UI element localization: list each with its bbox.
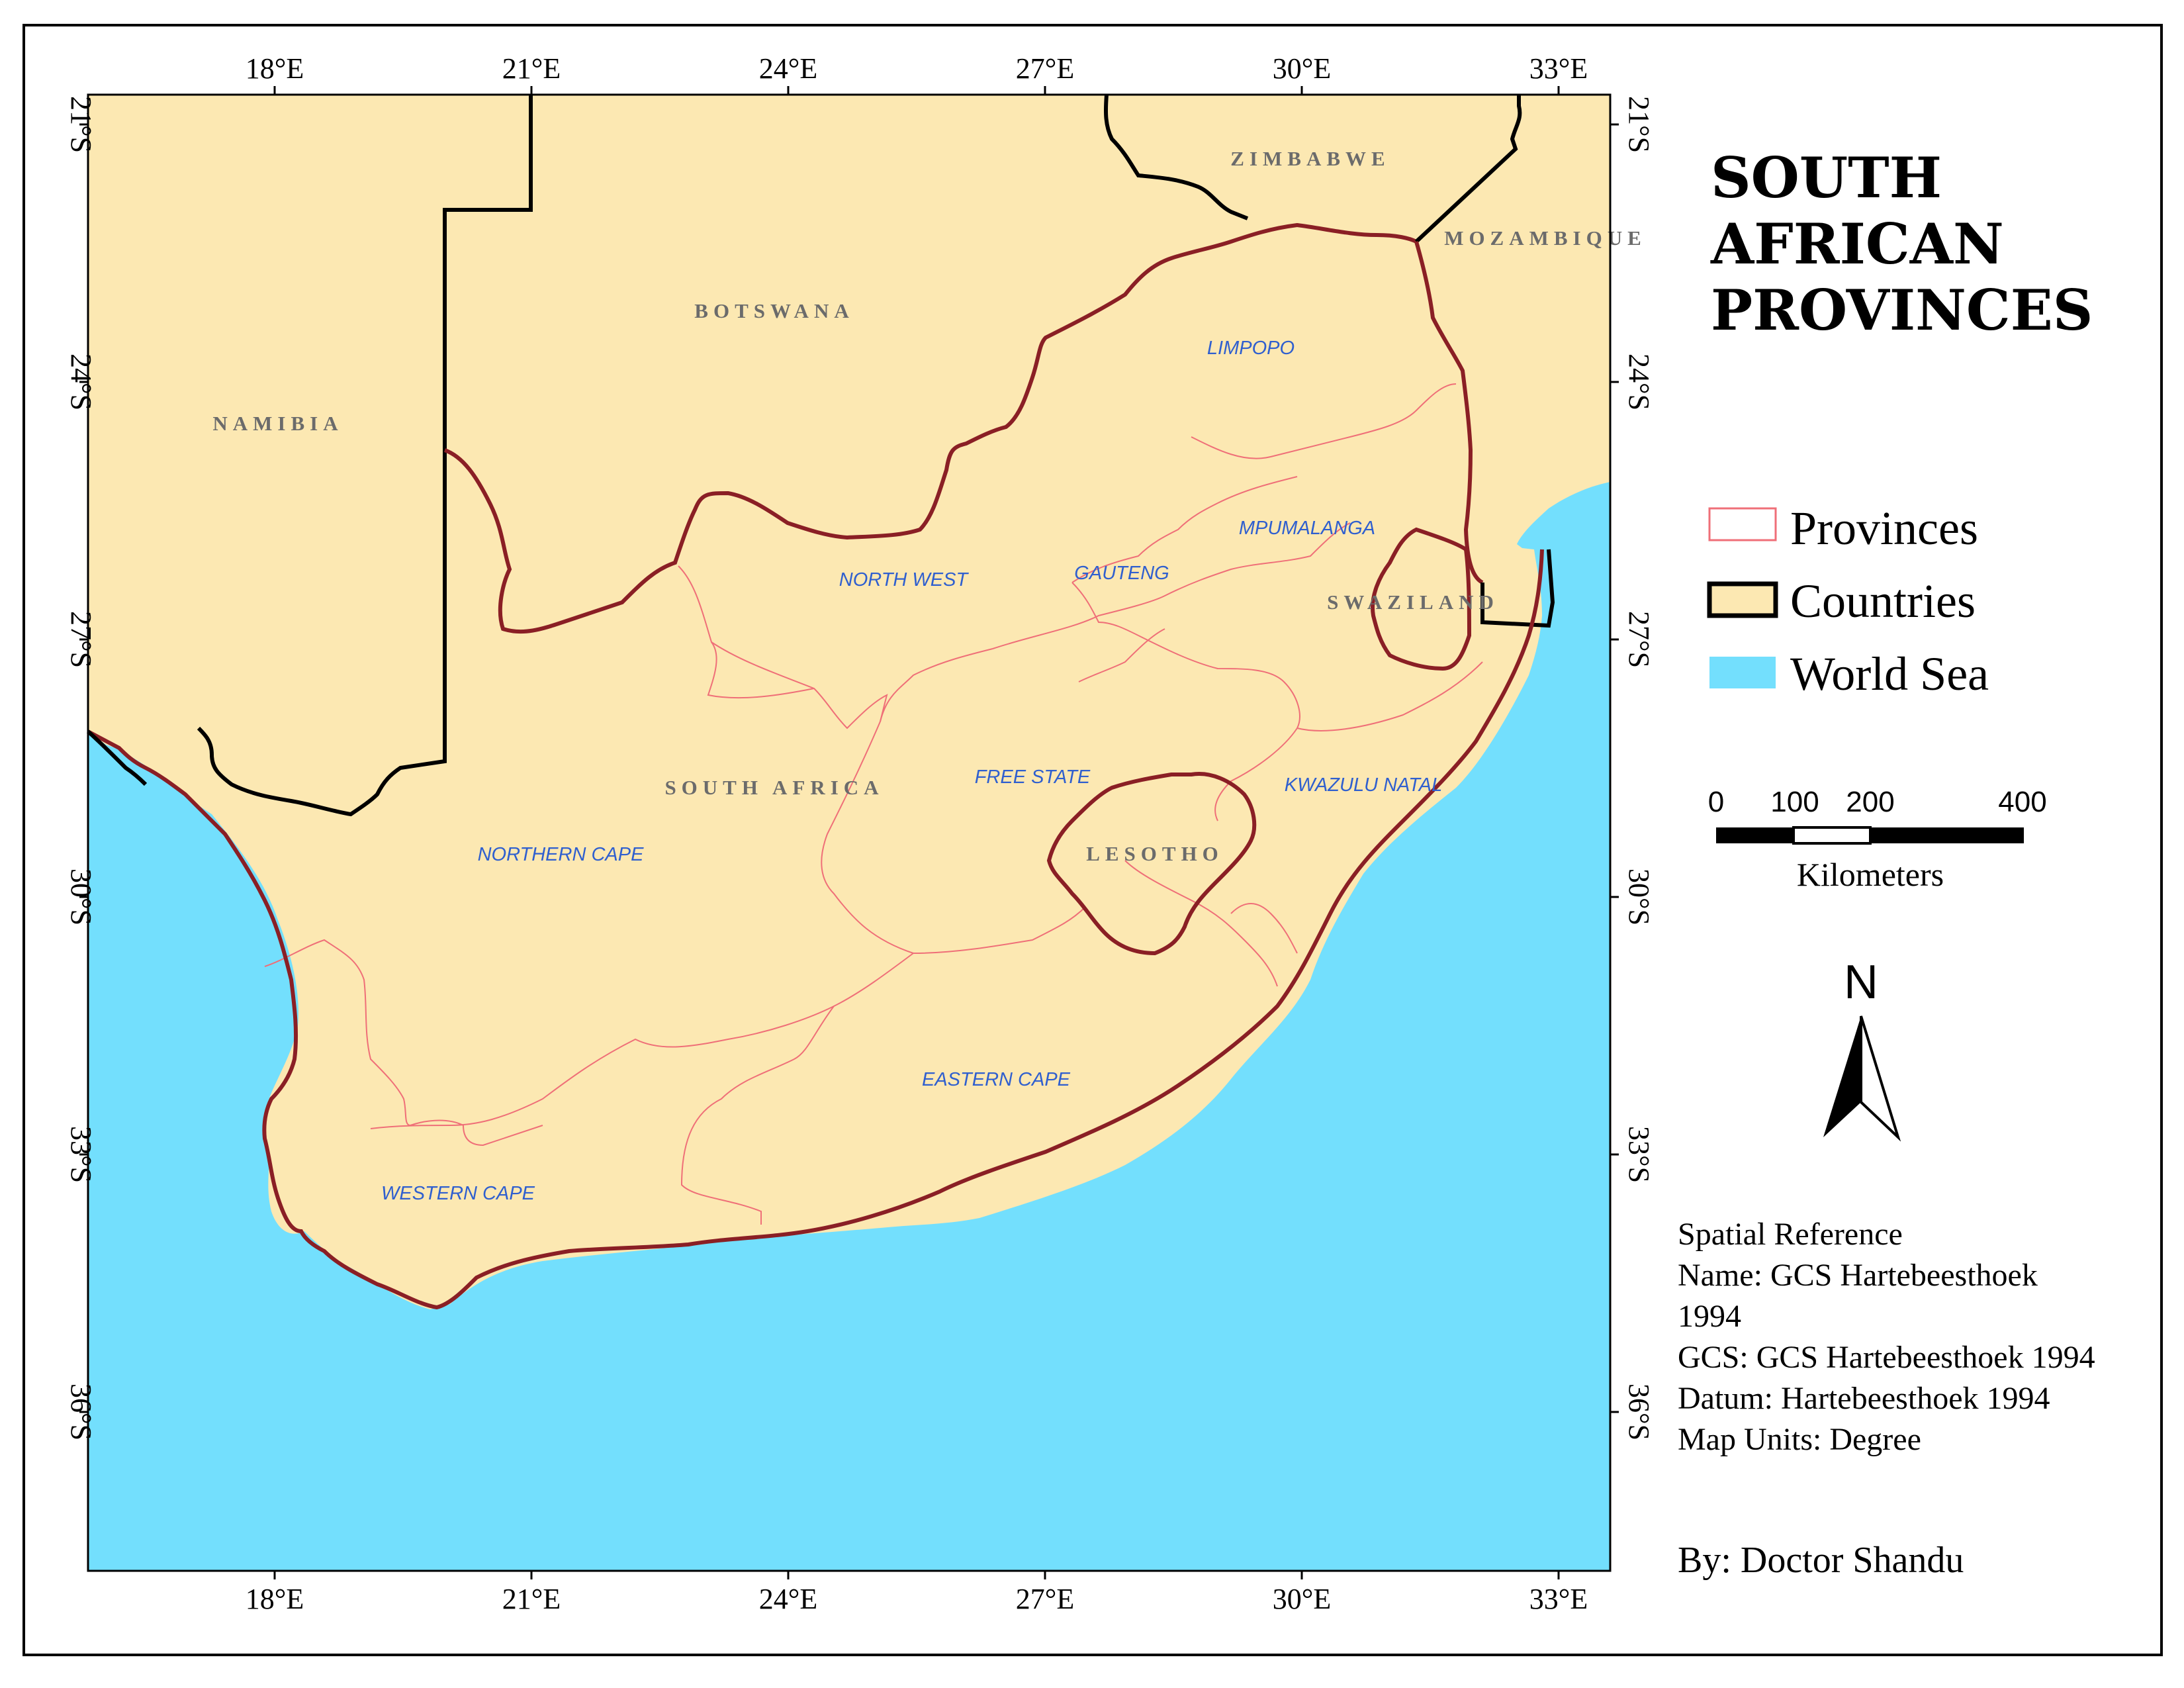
spatial-reference: Spatial Reference Name: GCS Hartebeestho… xyxy=(1678,1217,2095,1457)
scale-segment xyxy=(1716,827,1794,843)
lon-label: 18°E xyxy=(246,1583,304,1615)
page-frame xyxy=(23,24,2163,1656)
lon-label: 27°E xyxy=(1016,1583,1074,1615)
lon-label: 30°E xyxy=(1273,1583,1331,1615)
lon-label: 18°E xyxy=(246,52,304,85)
scale-unit: Kilometers xyxy=(1797,856,1944,893)
title-line: AFRICAN xyxy=(1710,211,2004,277)
lon-label: 24°E xyxy=(759,52,817,85)
legend: Provinces Countries World Sea xyxy=(1707,502,1989,700)
lat-label: 27°S xyxy=(65,611,97,668)
lon-label: 30°E xyxy=(1273,52,1331,85)
label-south-africa: SOUTH AFRICA xyxy=(664,776,884,799)
scale-tick-200: 200 xyxy=(1846,786,1894,818)
label-zimbabwe: ZIMBABWE xyxy=(1230,147,1390,170)
lat-label: 24°S xyxy=(65,353,97,410)
author-credit: By: Doctor Shandu xyxy=(1678,1540,1964,1581)
label-western-cape: WESTERN CAPE xyxy=(381,1183,535,1204)
spatial-ref-line: 1994 xyxy=(1678,1299,1741,1334)
longitude-labels-bottom: 18°E 21°E 24°E 27°E 30°E 33°E xyxy=(246,1583,1588,1615)
lon-label: 27°E xyxy=(1016,52,1074,85)
scale-tick-0: 0 xyxy=(1708,786,1724,818)
lon-label: 33°E xyxy=(1529,1583,1588,1615)
lat-label: 30°S xyxy=(1623,868,1655,925)
scale-bar: 0 100 200 400 Kilometers xyxy=(1708,786,2047,893)
map-border xyxy=(87,93,1612,1572)
scale-tick-100: 100 xyxy=(1770,786,1819,818)
label-mozambique: MOZAMBIQUE xyxy=(1444,226,1647,250)
spatial-ref-line: Datum: Hartebeesthoek 1994 xyxy=(1678,1381,2050,1416)
lat-label: 27°S xyxy=(1623,611,1655,668)
spatial-ref-line: Map Units: Degree xyxy=(1678,1422,1921,1457)
lat-label: 33°S xyxy=(65,1126,97,1183)
scale-segment xyxy=(1792,826,1872,845)
label-botswana: BOTSWANA xyxy=(694,299,854,322)
spatial-ref-line: Name: GCS Hartebeesthoek xyxy=(1678,1258,2038,1293)
province-boundaries xyxy=(264,383,1483,1225)
north-arrow-icon-right xyxy=(1860,1015,1901,1142)
lat-label: 36°S xyxy=(65,1383,97,1440)
label-lesotho: LESOTHO xyxy=(1086,842,1224,865)
label-free-state: FREE STATE xyxy=(975,767,1091,788)
lat-label: 24°S xyxy=(1623,353,1655,410)
legend-label-countries: Countries xyxy=(1790,575,1976,628)
label-kwazulu-natal: KWAZULU NATAL xyxy=(1285,774,1443,796)
lat-label: 21°S xyxy=(65,96,97,153)
lat-label: 36°S xyxy=(1623,1383,1655,1440)
north-arrow: N xyxy=(1823,956,1901,1142)
label-eastern-cape: EASTERN CAPE xyxy=(922,1069,1071,1090)
label-northern-cape: NORTHERN CAPE xyxy=(478,844,644,865)
latitude-labels-left: 21°S 24°S 27°S 30°S 33°S 36°S xyxy=(65,96,97,1440)
label-north-west: NORTH WEST xyxy=(839,569,970,590)
lat-label: 30°S xyxy=(65,868,97,925)
label-swaziland: SWAZILAND xyxy=(1327,590,1499,614)
label-gauteng: GAUTENG xyxy=(1074,563,1169,584)
legend-label-provinces: Provinces xyxy=(1790,502,1978,555)
scale-tick-400: 400 xyxy=(1998,786,2046,818)
legend-swatch-countries xyxy=(1707,581,1778,618)
lat-label: 33°S xyxy=(1623,1126,1655,1183)
lon-label: 33°E xyxy=(1529,52,1588,85)
lon-label: 21°E xyxy=(502,1583,561,1615)
title-line: PROVINCES xyxy=(1711,277,2093,343)
label-limpopo: LIMPOPO xyxy=(1207,338,1295,359)
longitude-labels-top: 18°E 21°E 24°E 27°E 30°E 33°E xyxy=(246,52,1588,85)
spatial-ref-line: Spatial Reference xyxy=(1678,1217,1903,1252)
latitude-labels-right: 21°S 24°S 27°S 30°S 33°S 36°S xyxy=(1623,96,1655,1440)
lon-label: 21°E xyxy=(502,52,561,85)
scale-segment xyxy=(1870,827,2024,843)
map-frame: NAMIBIA BOTSWANA ZIMBABWE MOZAMBIQUE SWA… xyxy=(87,93,1647,1572)
spatial-ref-line: GCS: GCS Hartebeesthoek 1994 xyxy=(1678,1340,2095,1375)
lon-label: 24°E xyxy=(759,1583,817,1615)
lat-label: 21°S xyxy=(1623,96,1655,153)
north-arrow-icon xyxy=(1823,1016,1861,1137)
graticule-ticks xyxy=(79,86,1619,1579)
title-line: SOUTH xyxy=(1711,145,1942,211)
label-namibia: NAMIBIA xyxy=(212,412,343,435)
legend-label-world-sea: World Sea xyxy=(1790,647,1989,700)
country-boundaries xyxy=(87,94,1555,1310)
label-mpumalanga: MPUMALANGA xyxy=(1239,518,1375,539)
legend-swatch-world-sea xyxy=(1709,657,1776,688)
north-label: N xyxy=(1844,956,1878,1009)
legend-swatch-provinces xyxy=(1708,507,1777,541)
land-area xyxy=(88,95,1610,1309)
map-title: SOUTH AFRICAN PROVINCES xyxy=(1710,145,2093,343)
